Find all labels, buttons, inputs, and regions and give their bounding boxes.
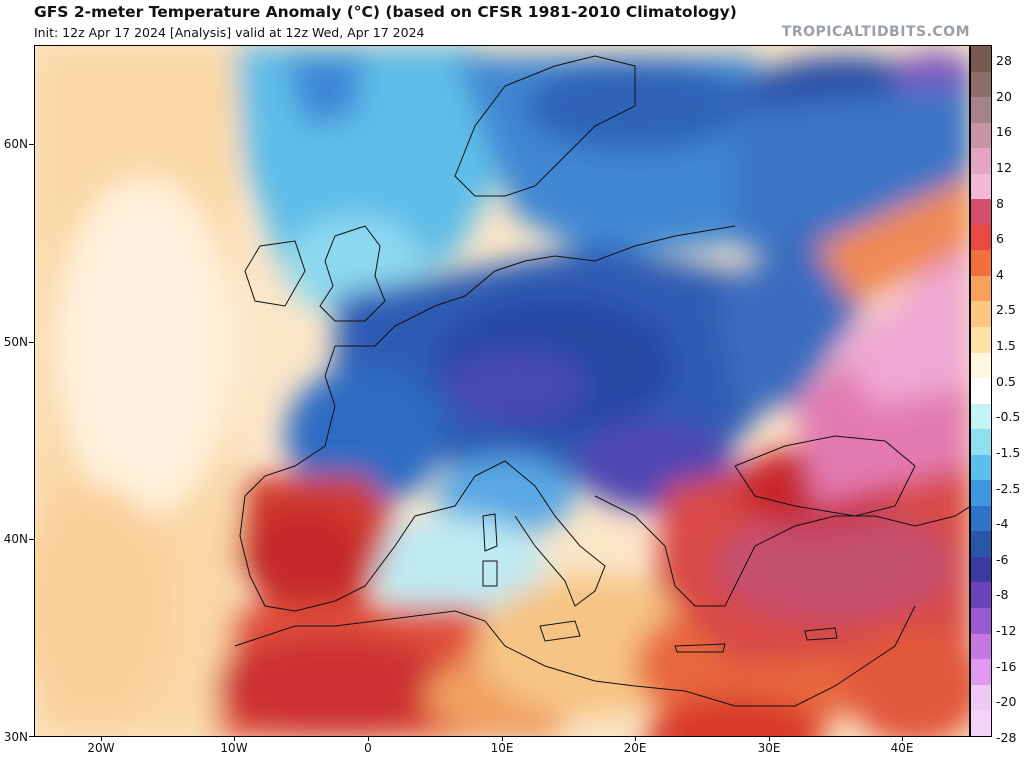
colorbar-tick-label: -8: [996, 587, 1009, 603]
lon-label-40e: 40E: [890, 741, 914, 755]
colorbar-tick-label: -28: [996, 730, 1017, 745]
colorbar-segment: [971, 403, 991, 430]
lon-tick: [769, 737, 770, 741]
lat-label-30n: 30N: [3, 730, 28, 744]
colorbar-tick-label: -12: [996, 623, 1017, 639]
colorbar-segment: [971, 684, 991, 711]
colorbar-tick-label: -20: [996, 694, 1017, 710]
colorbar-tick-label: -4: [996, 516, 1009, 532]
lon-tick: [368, 737, 369, 741]
colorbar: [970, 45, 992, 737]
colorbar-segment: [971, 710, 991, 736]
colorbar-segment: [971, 531, 991, 557]
colorbar-segment: [971, 633, 991, 660]
colorbar-segment: [971, 199, 991, 225]
colorbar-segment: [971, 224, 991, 251]
colorbar-tick-label: -0.5: [996, 409, 1021, 425]
lon-tick: [101, 737, 102, 741]
lat-label-50n: 50N: [3, 335, 28, 349]
map-title: GFS 2-meter Temperature Anomaly (°C) (ba…: [34, 3, 737, 21]
colorbar-segment: [971, 505, 991, 532]
colorbar-segment: [971, 454, 991, 481]
lon-label-10e: 10E: [490, 741, 514, 755]
lon-label-0: 0: [364, 741, 372, 755]
lat-tick: [29, 144, 34, 145]
colorbar-segment: [971, 378, 991, 404]
lon-tick: [502, 737, 503, 741]
site-brand[interactable]: TROPICALTIDBITS.COM: [781, 24, 970, 40]
lon-label-10w: 10W: [220, 741, 248, 755]
colorbar-segment: [971, 46, 991, 72]
lon-label-20w: 20W: [87, 741, 115, 755]
colorbar-tick-label: -1.5: [996, 444, 1021, 460]
colorbar-tick-label: 0.5: [996, 373, 1016, 389]
colorbar-segment: [971, 556, 991, 583]
colorbar-segment: [971, 148, 991, 174]
colorbar-segment: [971, 327, 991, 353]
colorbar-tick-label: 28: [996, 53, 1012, 68]
colorbar-segment: [971, 582, 991, 609]
colorbar-tick-label: -6: [996, 551, 1009, 567]
map-subtitle: Init: 12z Apr 17 2024 [Analysis] valid a…: [34, 25, 425, 40]
lat-label-40n: 40N: [3, 532, 28, 546]
colorbar-tick-label: -2.5: [996, 480, 1021, 496]
lon-tick: [902, 737, 903, 741]
colorbar-segment: [971, 659, 991, 685]
colorbar-segment: [971, 301, 991, 328]
colorbar-tick-label: 16: [996, 124, 1012, 140]
colorbar-tick-label: 8: [996, 195, 1004, 211]
colorbar-tick-label: 20: [996, 88, 1012, 104]
colorbar-tick-label: 12: [996, 159, 1012, 175]
colorbar-tick-label: -16: [996, 658, 1017, 674]
colorbar-segment: [971, 480, 991, 506]
colorbar-segment: [971, 608, 991, 634]
lat-label-60n: 60N: [3, 137, 28, 151]
lon-label-20e: 20E: [623, 741, 647, 755]
anomaly-map[interactable]: [34, 45, 970, 737]
colorbar-segment: [971, 275, 991, 302]
colorbar-tick-label: 4: [996, 266, 1004, 282]
colorbar-segment: [971, 173, 991, 200]
colorbar-segment: [971, 122, 991, 149]
colorbar-segment: [971, 352, 991, 379]
lat-tick: [29, 736, 34, 737]
colorbar-tick-label: 2.5: [996, 302, 1016, 318]
colorbar-segment: [971, 97, 991, 123]
colorbar-segment: [971, 250, 991, 276]
colorbar-segment: [971, 71, 991, 98]
lon-label-30e: 30E: [757, 741, 781, 755]
colorbar-segment: [971, 429, 991, 455]
lon-tick: [234, 737, 235, 741]
colorbar-tick-label: 6: [996, 231, 1004, 247]
lat-tick: [29, 342, 34, 343]
lon-tick: [635, 737, 636, 741]
lat-tick: [29, 539, 34, 540]
colorbar-tick-label: 1.5: [996, 338, 1016, 354]
